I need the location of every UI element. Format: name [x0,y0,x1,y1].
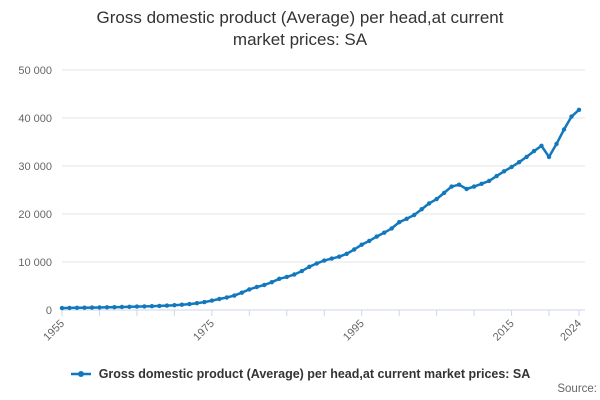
data-point[interactable] [456,182,462,187]
legend-line-marker-icon [70,371,91,377]
data-point[interactable] [224,295,229,300]
data-point[interactable] [157,303,162,309]
data-point[interactable] [516,160,522,165]
data-point[interactable] [134,304,140,309]
y-axis-label: 40 000 [18,113,52,125]
chart-title-line1: Gross domestic product (Average) per hea… [96,8,504,27]
data-point[interactable] [82,305,87,310]
data-point[interactable] [509,164,514,170]
data-point[interactable] [486,178,492,184]
data-point[interactable] [471,184,477,189]
data-point[interactable] [284,274,289,280]
data-point[interactable] [329,256,334,261]
data-point[interactable] [441,190,447,196]
y-axis-label: 30 000 [18,161,52,173]
data-point[interactable] [539,143,544,148]
data-point[interactable] [149,304,155,309]
data-point[interactable] [569,114,574,119]
y-axis-label: 0 [46,305,52,317]
data-point[interactable] [254,284,259,290]
data-point[interactable] [172,303,177,308]
data-point[interactable] [299,268,304,274]
x-axis-label: 1955 [41,318,67,344]
data-point[interactable] [397,220,402,225]
data-point[interactable] [209,298,215,303]
data-point[interactable] [239,290,244,295]
data-point[interactable] [352,247,357,252]
data-point[interactable] [419,207,424,212]
data-point[interactable] [404,216,409,221]
data-point[interactable] [194,301,200,306]
data-point[interactable] [426,201,432,206]
data-point[interactable] [307,264,312,269]
data-point[interactable] [232,293,237,298]
data-point[interactable] [449,184,454,189]
data-point[interactable] [89,305,95,310]
data-point[interactable] [576,107,582,113]
data-point[interactable] [202,299,207,305]
gdp-series-markers[interactable] [59,107,582,311]
data-point[interactable] [262,282,267,288]
data-point[interactable] [501,169,507,174]
data-point[interactable] [97,305,102,310]
source-label: Source: [557,383,597,395]
data-point[interactable] [434,196,439,202]
chart-title-line2: market prices: SA [232,30,368,49]
data-point[interactable] [74,305,80,310]
data-point[interactable] [119,304,125,310]
data-point[interactable] [277,276,282,281]
data-point[interactable] [269,280,274,285]
legend-label: Gross domestic product (Average) per hea… [98,367,531,381]
data-point[interactable] [524,154,529,160]
chart-title: Gross domestic product (Average) per hea… [0,7,600,51]
y-axis-label: 10 000 [18,257,52,269]
y-axis-label: 20 000 [18,209,52,221]
data-point[interactable] [494,173,499,179]
data-point[interactable] [561,127,567,132]
data-point[interactable] [412,212,417,218]
data-point[interactable] [292,272,297,277]
legend[interactable]: Gross domestic product (Average) per hea… [0,367,600,381]
data-point[interactable] [531,148,537,154]
data-point[interactable] [554,141,559,147]
x-axis-label: 2024 [558,318,584,344]
data-point[interactable] [67,305,72,311]
data-point[interactable] [546,154,552,160]
data-point[interactable] [142,304,147,309]
data-point[interactable] [127,304,132,309]
data-point[interactable] [359,242,364,247]
data-point[interactable] [464,186,469,192]
data-point[interactable] [112,305,117,310]
data-point[interactable] [179,302,185,307]
x-axis-label: 1975 [191,318,217,344]
data-point[interactable] [217,296,222,302]
data-point[interactable] [104,305,110,310]
data-point[interactable] [344,251,349,256]
data-point[interactable] [389,226,394,231]
data-point[interactable] [314,261,319,266]
gdp-series-line[interactable] [60,108,581,310]
x-axis-label: 2015 [491,318,517,344]
data-point[interactable] [164,303,170,308]
data-point[interactable] [59,305,65,311]
data-point[interactable] [322,258,327,263]
data-point[interactable] [337,254,342,259]
data-point[interactable] [382,230,387,235]
data-point[interactable] [247,287,252,292]
x-axis-label: 1995 [341,318,367,344]
data-point[interactable] [479,181,484,186]
data-point[interactable] [187,301,192,307]
data-point[interactable] [367,238,372,244]
y-axis-label: 50 000 [18,65,52,77]
data-point[interactable] [374,234,379,239]
